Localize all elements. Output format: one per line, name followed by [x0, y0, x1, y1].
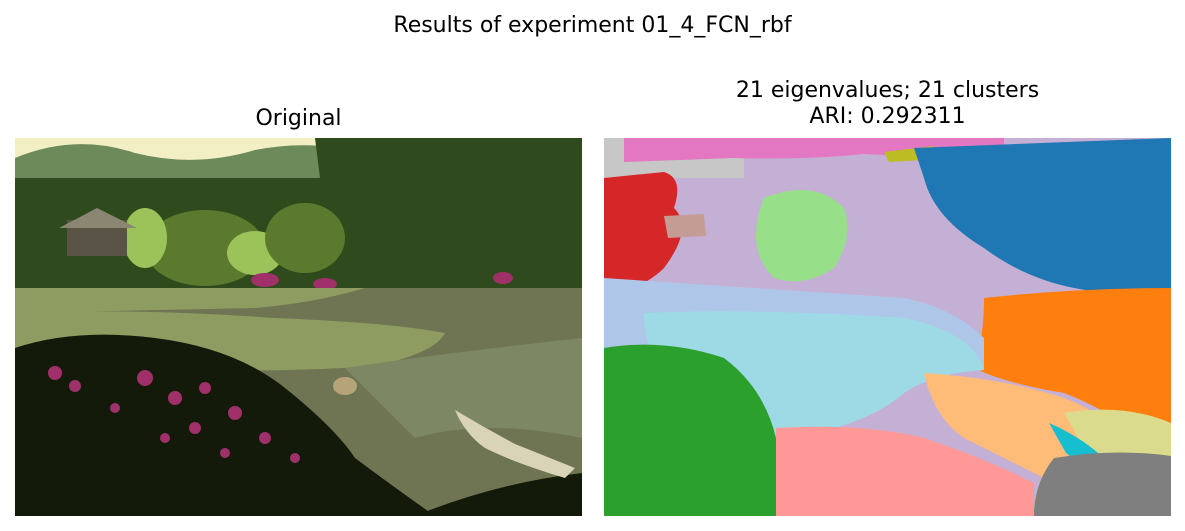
segment-orange [974, 288, 1171, 438]
segment-green [604, 344, 776, 516]
segmentation-title-line-1: 21 eigenvalues; 21 clusters [735, 78, 1040, 103]
shrub-3 [265, 203, 345, 273]
segmentation-panel-title: 21 eigenvalues; 21 clusters ARI: 0.29231… [604, 78, 1171, 130]
original-panel-title: Original [255, 106, 342, 131]
segment-tan [664, 214, 706, 238]
foreground-bushes [15, 334, 435, 516]
azalea-flowers [48, 366, 300, 463]
foreground-corner [415, 473, 582, 516]
segment-blue [914, 138, 1171, 293]
figure-suptitle: Results of experiment 01_4_FCN_rbf [393, 13, 792, 38]
segment-gray [1034, 452, 1171, 516]
segment-red [604, 172, 682, 298]
segment-salmon [776, 426, 1034, 516]
tree-canopy-right [315, 138, 582, 328]
flowers-back-3 [493, 272, 513, 284]
flowers-back-1 [251, 273, 279, 287]
original-image [15, 138, 582, 516]
segmentation-image [604, 138, 1171, 516]
boat [455, 410, 575, 478]
shrub-4 [123, 208, 167, 268]
segmentation-title-line-2: ARI: 0.292311 [809, 104, 966, 129]
segment-light-green [756, 190, 848, 282]
rock [333, 377, 357, 395]
segment-pink [624, 138, 1004, 162]
pond-reflection [345, 338, 582, 438]
tea-house-roof [59, 208, 137, 228]
flowers-back-2 [313, 278, 337, 290]
